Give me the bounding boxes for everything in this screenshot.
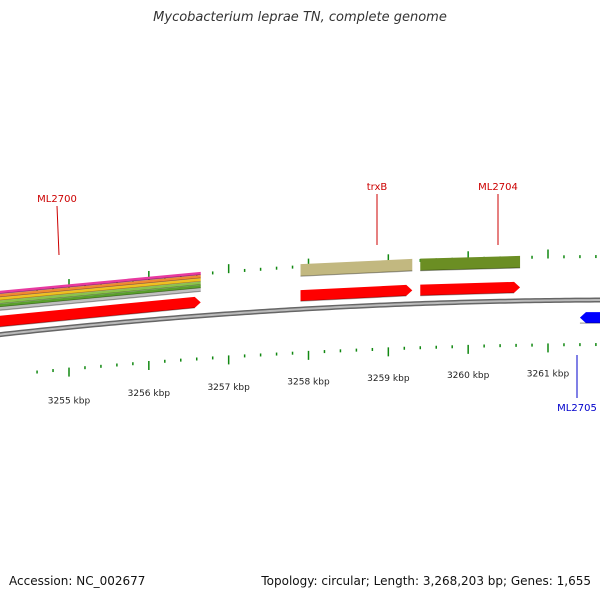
gene-label: ML2704 — [478, 182, 518, 193]
scale-tick-label: 3255 kbp — [48, 396, 91, 406]
cds-arrow-shade — [420, 292, 515, 297]
feature-band — [420, 255, 521, 271]
feature-band-shade — [0, 284, 201, 305]
feature-band — [300, 258, 413, 277]
scale-tick-label: 3260 kbp — [447, 371, 490, 381]
feature-tracks — [0, 255, 600, 328]
feature-band-shade — [0, 287, 201, 308]
feature-band-shade — [0, 280, 201, 301]
feature-band — [0, 275, 201, 298]
feature-band — [0, 285, 201, 307]
feature-band-shade — [0, 290, 201, 311]
backbone-highlight — [0, 299, 600, 336]
gene-labels: ML2700 trxB ML2704 ML2705 — [37, 182, 597, 414]
feature-band — [0, 271, 201, 294]
feature-band-shade — [300, 270, 413, 277]
scale-tick-label: 3257 kbp — [207, 383, 250, 393]
cds-arrow-shade — [300, 295, 407, 302]
accession-text: Accession: NC_002677 — [9, 574, 146, 588]
gene-label-leader — [56, 205, 60, 256]
scale-tick-label: 3256 kbp — [128, 389, 171, 399]
cds-arrow — [420, 281, 521, 296]
map-title: Mycobacterium leprae TN, complete genome — [153, 10, 447, 25]
gene-label: ML2700 — [37, 194, 77, 205]
reverse-cds-arrow — [579, 312, 600, 324]
feature-band-shade — [420, 267, 521, 272]
feature-band — [0, 288, 201, 311]
feature-band — [0, 278, 201, 301]
gene-label: ML2705 — [557, 403, 597, 414]
feature-band-shade — [0, 277, 201, 298]
genome-summary-text: Topology: circular; Length: 3,268,203 bp… — [261, 574, 591, 588]
feature-band — [0, 281, 201, 304]
cds-arrow — [300, 284, 413, 302]
gene-label: trxB — [367, 182, 388, 193]
genome-backbone — [0, 297, 600, 338]
scale-tick-label: 3259 kbp — [367, 374, 410, 384]
cds-arrow-shade — [0, 307, 195, 328]
feature-band-shade — [0, 274, 201, 295]
scale-tick-label: 3258 kbp — [287, 378, 330, 388]
scale-tick-label: 3261 kbp — [527, 369, 570, 379]
cds-arrow — [0, 296, 201, 327]
